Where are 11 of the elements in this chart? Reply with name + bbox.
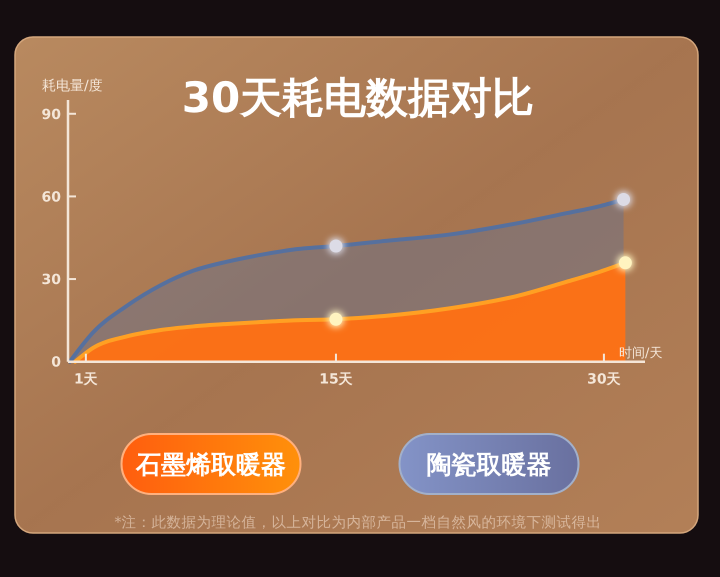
x-tick-label: 1天 [74,372,98,388]
y-tick-label: 60 [42,189,61,206]
y-tick-label: 0 [51,354,61,371]
title: 30天耗电数据对比 [182,73,534,122]
x-tick-label: 30天 [587,372,621,388]
annotation: *注：此数据为理论值，以上对比为内部产品一档自然风的环境下测试得出 [114,515,602,531]
xlabel: 时间/天 [619,346,662,361]
ylabel: 耗电量/度 [42,78,103,94]
x-tick-label: 15天 [319,372,353,388]
y-tick-label: 90 [42,106,61,123]
y-tick-label: 30 [42,272,61,288]
